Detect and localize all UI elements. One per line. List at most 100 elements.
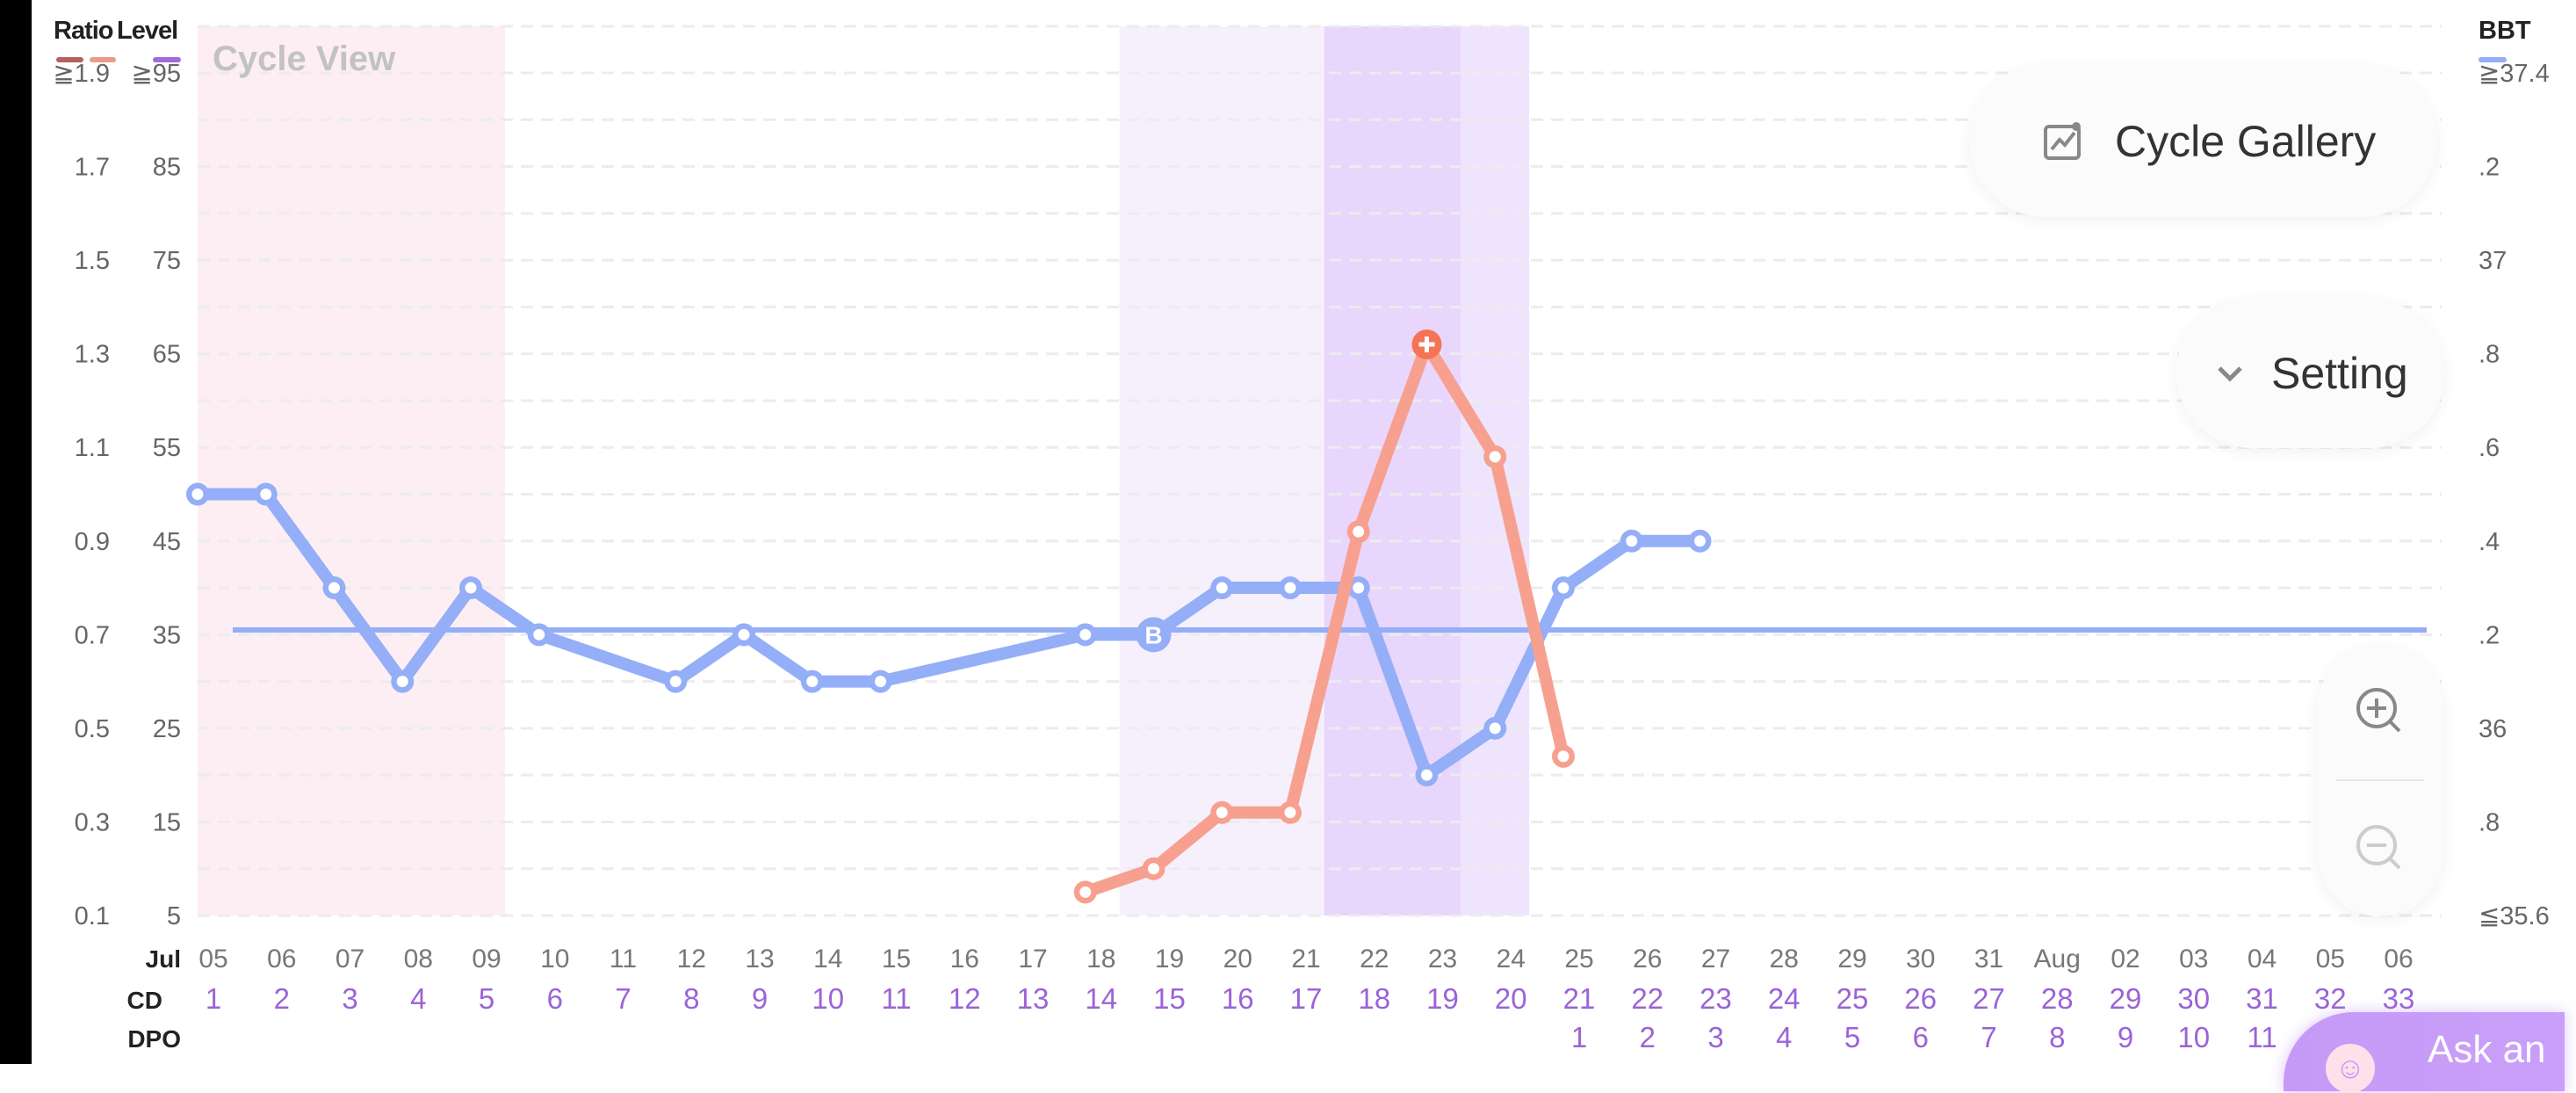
ask-an-expert-button[interactable]: ☺ Ask an [2284, 1012, 2565, 1093]
cycle-gallery-button[interactable]: Cycle Gallery [1969, 66, 2437, 217]
left-edge-bar [0, 0, 32, 1064]
zoom-out-icon [2356, 825, 2401, 870]
date-label: 11 [610, 945, 637, 974]
dpo-label: 8 [2049, 1021, 2065, 1053]
cycle-day-label: 29 [2110, 982, 2142, 1015]
bbt-tick-label: .8 [2479, 808, 2500, 836]
cycle-day-label: 33 [2383, 982, 2415, 1015]
level-tick-label: 5 [167, 902, 181, 930]
setting-button[interactable]: Setting [2176, 299, 2444, 448]
dpo-label: 11 [2247, 1021, 2277, 1053]
bbt-legend-line [2479, 57, 2507, 62]
chart-gallery-icon [2044, 122, 2081, 160]
level-point-center [1284, 807, 1296, 819]
date-label: 16 [950, 945, 979, 974]
date-label: 20 [1223, 945, 1252, 974]
cycle-day-label: 7 [615, 982, 631, 1015]
bbt-tick-label: .2 [2479, 154, 2500, 182]
dpo-label: 9 [2118, 1021, 2133, 1053]
zoom-in-icon [2356, 688, 2401, 733]
dpo-label: 10 [2177, 1021, 2210, 1053]
date-label: 25 [1564, 945, 1593, 974]
zoom-divider [2336, 779, 2424, 781]
bbt-point-center [1353, 582, 1365, 594]
cycle-day-label: 9 [752, 982, 768, 1015]
chart-title: Cycle View [213, 40, 396, 78]
bbt-tick-label: .8 [2479, 341, 2500, 369]
zoom-in-button[interactable] [2317, 646, 2443, 778]
peak-plus-icon [1418, 337, 1435, 353]
cycle-day-label: 12 [949, 982, 981, 1015]
date-label: 13 [745, 945, 774, 974]
ratio-tick-label: ≧1.9 [53, 60, 110, 88]
ratio-tick-label: 0.9 [75, 528, 110, 556]
date-label: 28 [1770, 945, 1799, 974]
ratio-tick-label: 0.3 [75, 808, 110, 836]
date-label: 27 [1701, 945, 1730, 974]
bbt-tick-label: 36 [2479, 715, 2507, 743]
cycle-day-label: 5 [479, 982, 494, 1015]
level-legend-line [90, 57, 116, 62]
ratio-legend-line [56, 57, 83, 62]
level-point-center [1353, 525, 1365, 538]
bbt-tick-label: .6 [2479, 434, 2500, 462]
level-tick-label: 35 [153, 621, 181, 649]
cycle-day-label: 31 [2246, 982, 2278, 1015]
ratio-tick-label: 0.1 [75, 902, 110, 930]
date-label: 04 [2248, 945, 2277, 974]
date-label: 14 [813, 945, 842, 974]
bbt-point-center [1557, 582, 1569, 594]
ratio-tick-label: 1.3 [75, 341, 110, 369]
cycle-day-label: 16 [1222, 982, 1254, 1015]
bbt-point-center [260, 489, 272, 500]
bbt-point-center [738, 628, 750, 641]
cycle-day-label: 27 [1973, 982, 2005, 1015]
date-label: 19 [1155, 945, 1184, 974]
date-label: 02 [2111, 945, 2139, 974]
cycle-day-label: 17 [1290, 982, 1323, 1015]
ratio-tick-label: 0.7 [75, 621, 110, 649]
level-tick-label: 85 [153, 154, 181, 182]
chevron-down-icon [2218, 366, 2242, 382]
cycle-day-label: 8 [683, 982, 699, 1015]
date-label: 05 [198, 945, 227, 974]
date-label: 12 [677, 945, 706, 974]
ratio-tick-label: 1.1 [75, 434, 110, 462]
dpo-label: 7 [1981, 1021, 1996, 1053]
dpo-row-header: DPO [127, 1025, 181, 1053]
cycle-day-label: 24 [1768, 982, 1800, 1015]
cd-row-header: CD [127, 987, 162, 1014]
level-point-center [1079, 886, 1092, 898]
date-label: 18 [1086, 945, 1115, 974]
level-tick-label: ≧95 [131, 60, 181, 88]
cycle-day-label: 20 [1495, 982, 1527, 1015]
date-label: Aug [2034, 945, 2081, 974]
dpo-label: 2 [1640, 1021, 1656, 1053]
cycle-day-label: 2 [274, 982, 290, 1015]
fertile-window-shading [1119, 26, 1324, 916]
cycle-day-label: 28 [2041, 982, 2074, 1015]
cycle-day-label: 10 [812, 982, 844, 1015]
ratio-tick-label: 1.7 [75, 154, 110, 182]
date-label: 24 [1497, 945, 1526, 974]
date-label: 30 [1906, 945, 1935, 974]
cycle-day-label: 15 [1153, 982, 1186, 1015]
level-tick-label: 25 [153, 715, 181, 743]
date-label: 23 [1428, 945, 1457, 974]
level-tick-label: 75 [153, 247, 181, 275]
level-tick-label: 65 [153, 341, 181, 369]
level-point-center [1148, 863, 1159, 875]
bbt-line [191, 488, 1707, 782]
cycle-day-label: 25 [1836, 982, 1869, 1015]
level-legend-line [153, 57, 181, 62]
zoom-out-button[interactable] [2317, 783, 2443, 915]
bbt-point-center [669, 676, 682, 688]
period-shading [198, 26, 505, 916]
dpo-label: 4 [1776, 1021, 1792, 1053]
bbt-point-center [533, 628, 545, 641]
date-label: 08 [404, 945, 433, 974]
date-label: 06 [2384, 945, 2413, 974]
date-label: 07 [336, 945, 364, 974]
bbt-tick-label: .2 [2479, 621, 2500, 649]
dpo-label: 6 [1913, 1021, 1929, 1053]
